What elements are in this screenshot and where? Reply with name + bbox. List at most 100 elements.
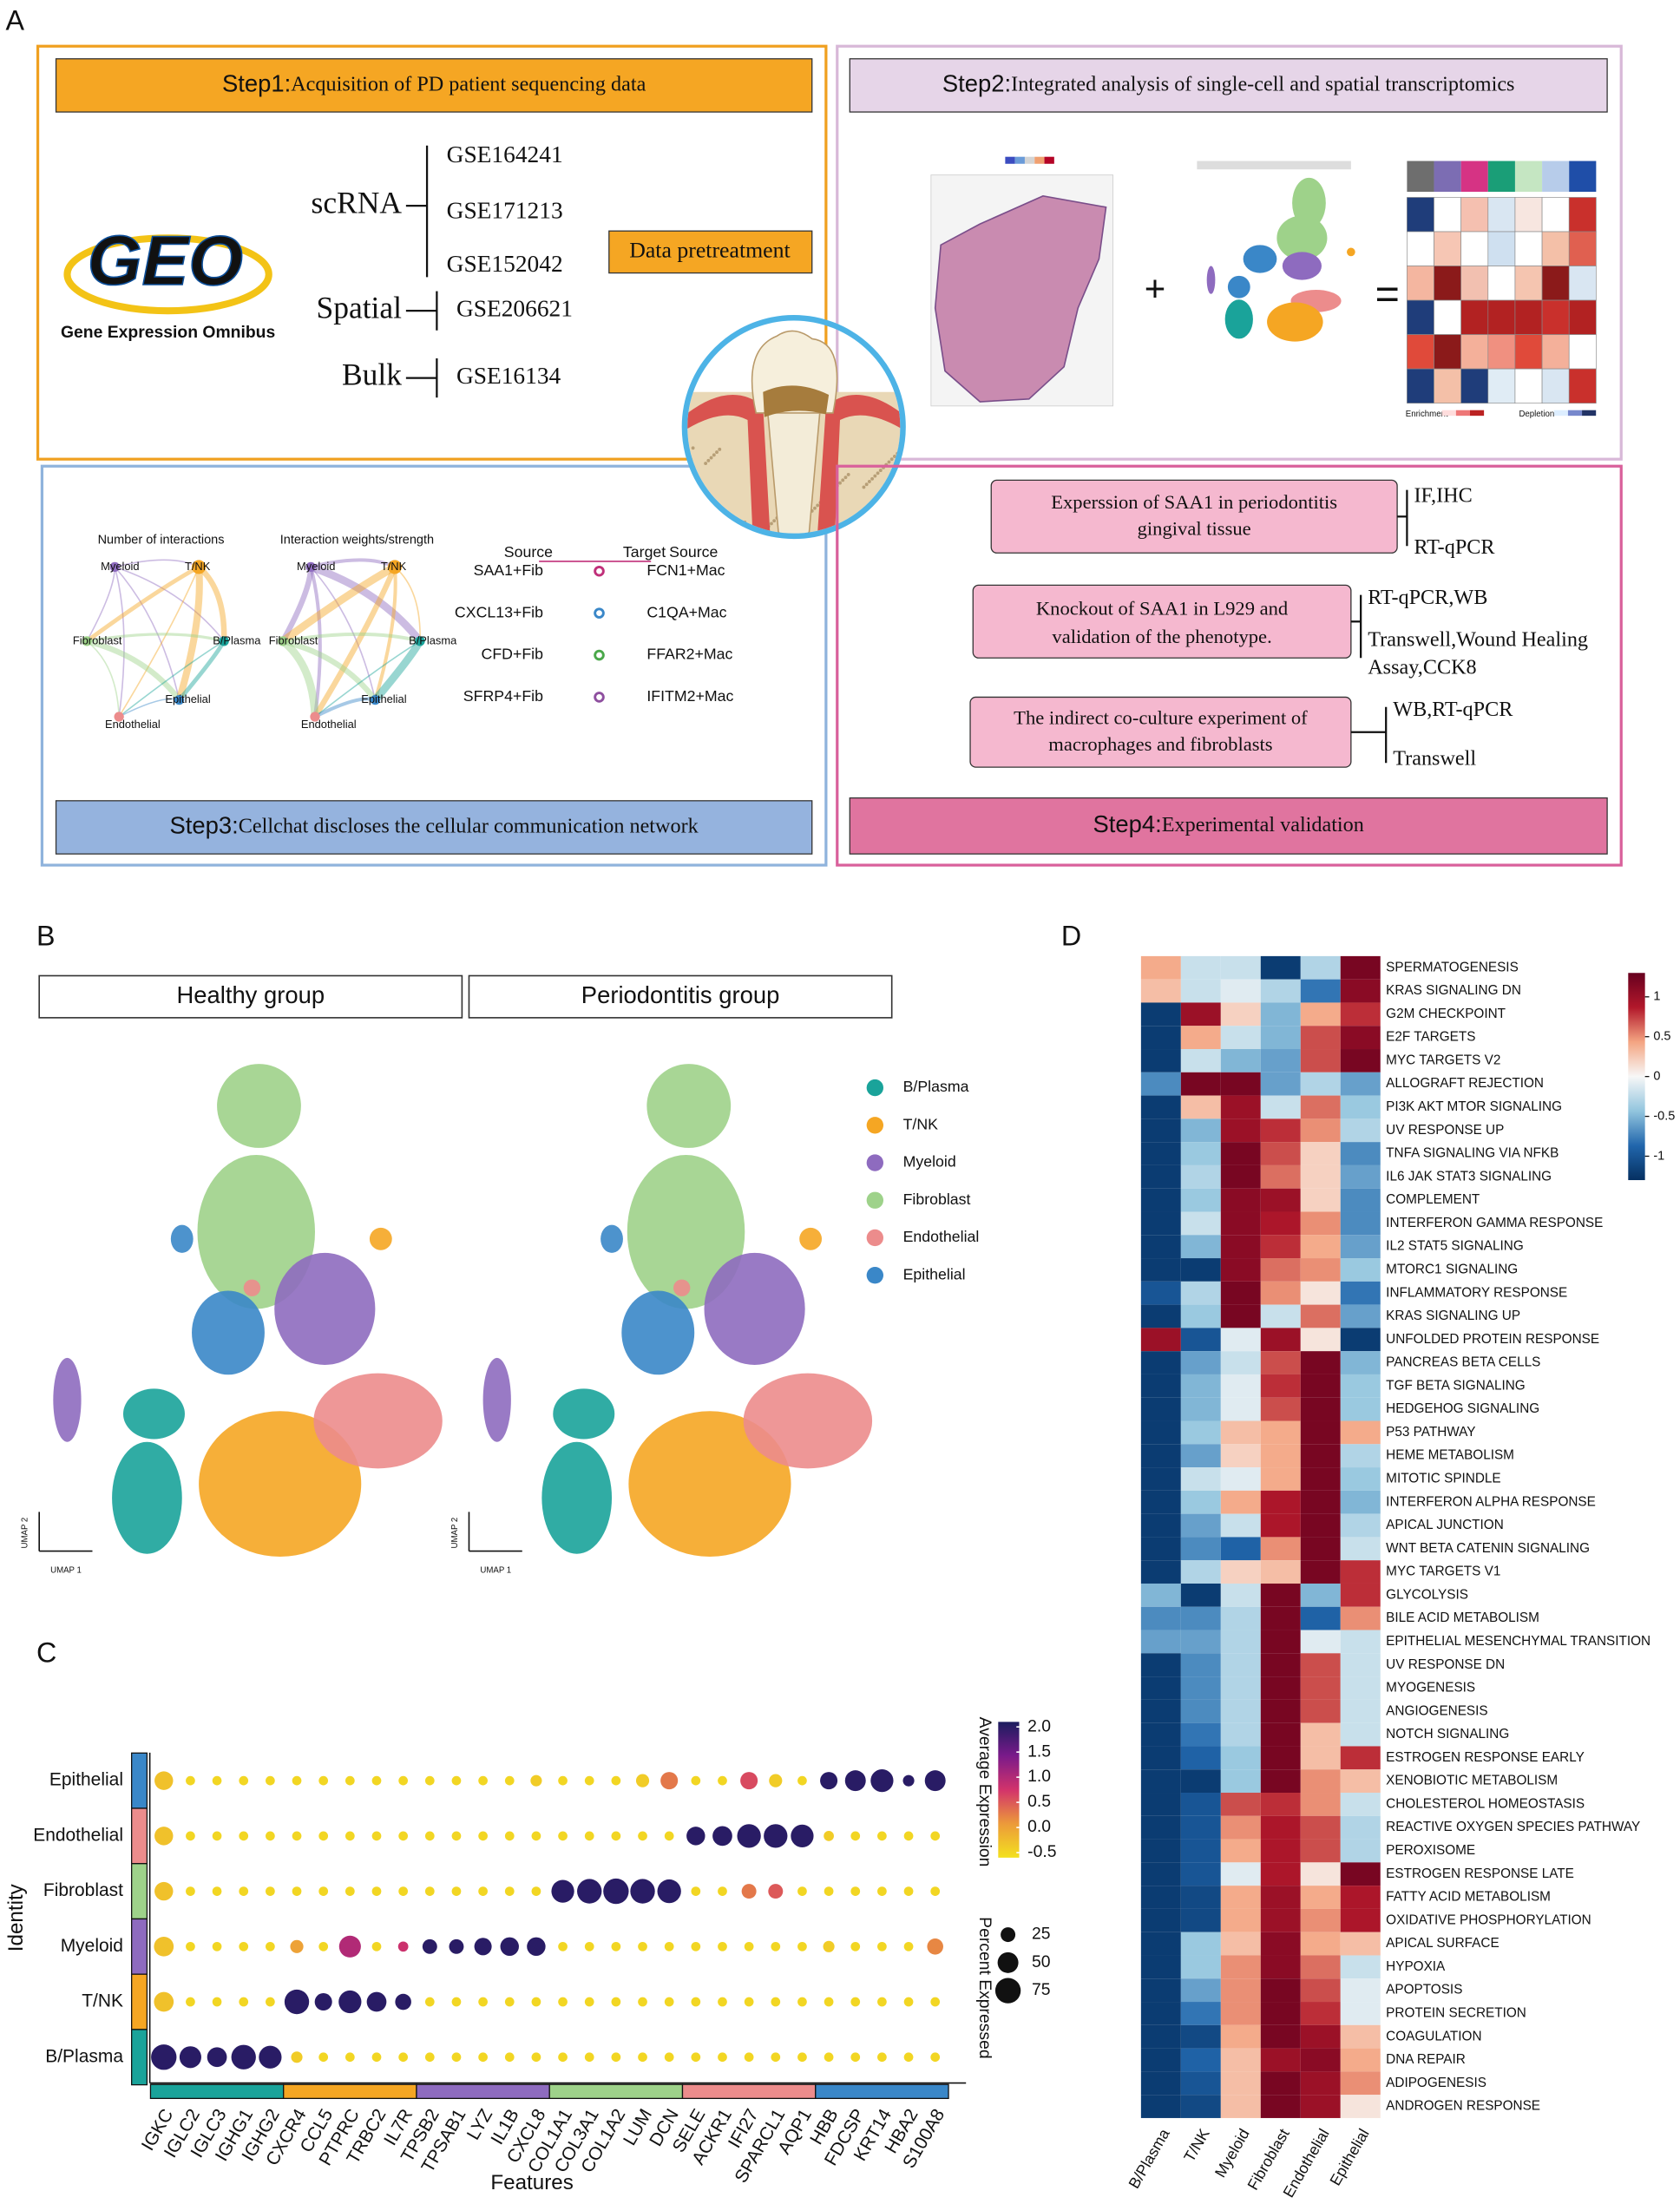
heatmap-cell [1300,1490,1341,1514]
legend-label: Fibroblast [903,1191,971,1208]
dot [398,1775,409,1786]
table-header: Source [669,543,718,561]
heatmap-cell [1180,2024,1221,2049]
heatmap-cell [1220,1304,1261,1328]
dot [797,1775,807,1786]
heatmap-cell [1220,1211,1261,1236]
dot [504,1775,515,1786]
heatmap-cell [1140,1118,1181,1143]
dot [737,1824,761,1848]
heatmap-cell [1220,1049,1261,1072]
pathway-label: INTERFERON GAMMA RESPONSE [1386,1216,1603,1230]
heatmap-cell [1220,2002,1261,2025]
pathway-label: ESTROGEN RESPONSE EARLY [1386,1750,1585,1765]
heatmap-cell [1220,1978,1261,2003]
dot [398,1831,409,1841]
thumb-heatmap-cell [1568,231,1597,266]
heatmap-cell [1180,1653,1221,1677]
heatmap-cell [1300,1258,1341,1282]
heatmap-cell [1260,1746,1301,1770]
thumb-heatmap-cell [1514,197,1543,233]
dot [266,1831,275,1841]
heatmap-cell [1300,1886,1341,1909]
network-node [219,636,229,646]
heatmap-cell [1180,2048,1221,2072]
heatmap-cell [1140,1676,1181,1700]
row-label: T/NK [82,1991,123,2011]
umap-cluster [704,1252,805,1365]
network-node-label: Myeloid [101,560,139,573]
dot [638,1997,647,2007]
umap-cluster [199,1411,362,1558]
legend-dot [866,1267,884,1284]
bone-pore [887,460,891,464]
dot [771,1941,781,1951]
heatmap-cell [1340,1908,1381,1932]
dot [850,2052,861,2063]
heatmap-cell [1300,1815,1341,1840]
heatmap-cell [1220,1467,1261,1491]
network-node-label: T/NK [185,560,211,573]
network-node [370,695,381,705]
bone-pore [737,526,741,530]
heatmap-cell [1260,1978,1301,2003]
heatmap-cell [1220,2095,1261,2118]
dot [186,1886,195,1896]
heatmap-cell [1180,1118,1221,1143]
heatmap-cell [1260,1630,1301,1654]
heatmap-cell [1180,1026,1221,1050]
step-header [849,58,1608,113]
heatmap-cell [1180,1606,1221,1630]
umap-axis-label: UMAP 2 [450,1518,460,1549]
dot [844,1770,866,1792]
dot [664,2052,674,2063]
pathway-label: MTORC1 SIGNALING [1386,1262,1518,1276]
network-node [192,560,207,574]
heatmap-cell [1180,1978,1221,2003]
network-edge [280,638,319,718]
size-legend-dot [1001,1927,1016,1943]
heatmap-cell [1180,1164,1221,1189]
umap-cluster [673,1279,691,1296]
heatmap-cell [1220,1815,1261,1840]
step-label: Step4: [1093,810,1162,837]
legend-dot [866,1191,884,1209]
dot [824,1886,834,1896]
table-header: Target [623,543,666,561]
heatmap-cell [1140,1351,1181,1374]
heatmap-cell [1140,1630,1181,1654]
heatmap-cell [1260,1049,1301,1072]
heatmap-cell [1260,1188,1301,1212]
heatmap-cell [1180,1467,1221,1491]
heatmap-cell [1340,1258,1381,1282]
thumb-heatmap-cell [1407,299,1434,335]
identity-bar [131,2029,148,2086]
color-tick-label: 0.5 [1653,1030,1670,1044]
heatmap-cell [1300,1072,1341,1096]
heatmap-cell [1220,1793,1261,1816]
heatmap-cell [1140,1328,1181,1352]
heatmap-cell [1140,1839,1181,1863]
pathway-label: UV RESPONSE DN [1386,1657,1505,1672]
thumb-heatmap-cell [1568,368,1597,403]
heatmap-cell [1180,1490,1221,1514]
dot [638,1831,647,1841]
dot [718,2052,727,2063]
dot [154,1881,174,1901]
gum [687,395,901,534]
heatmap-cell [1220,1118,1261,1143]
heatmap-cell [1180,1676,1221,1700]
dot [638,2052,647,2063]
pathway-label: FATTY ACID METABOLISM [1386,1890,1551,1905]
pathway-label: G2M CHECKPOINT [1386,1007,1506,1021]
heatmap-cell [1180,1886,1221,1909]
dot [345,1831,355,1841]
network-node-label: Myeloid [297,560,335,573]
bone-pore [878,469,883,473]
dot [903,1886,914,1896]
network-node-label: Epithelial [361,692,406,705]
calculus [763,385,830,417]
heatmap-cell [1300,979,1341,1003]
dot [877,1941,887,1951]
ligand: CFD+Fib [482,646,544,663]
